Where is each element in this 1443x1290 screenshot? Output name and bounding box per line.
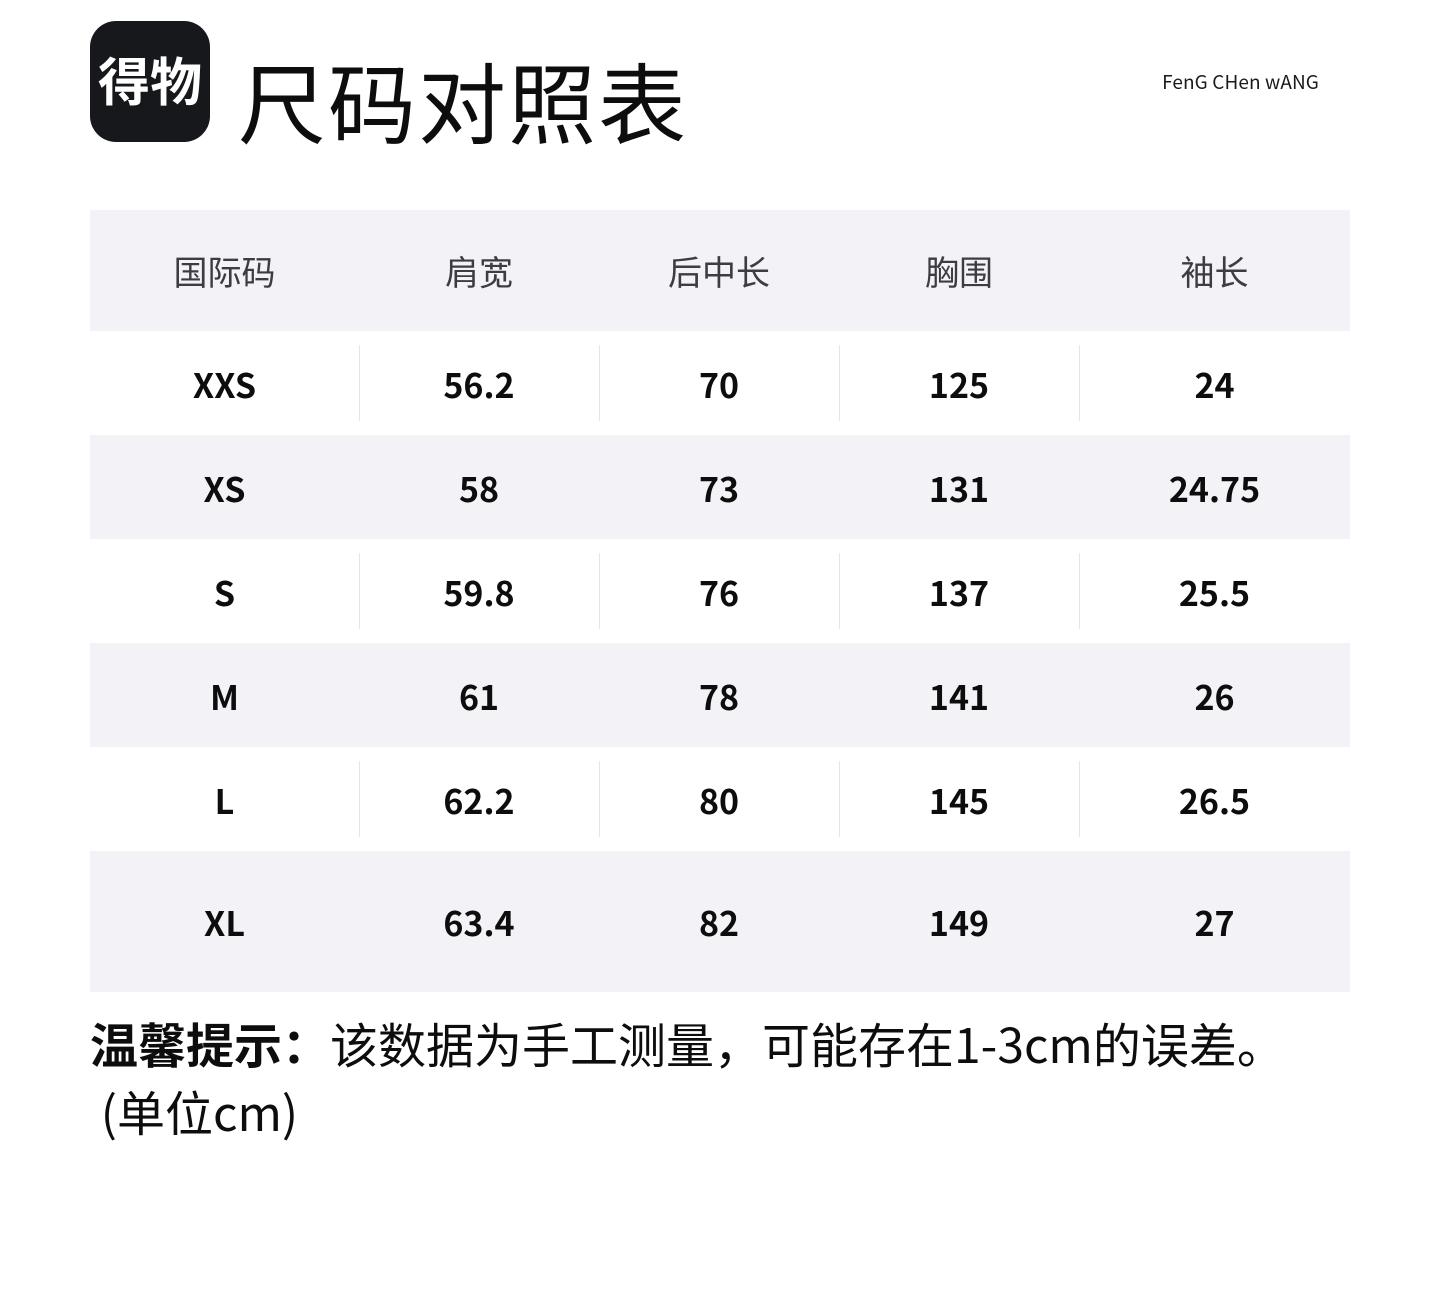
svg-text:得物: 得物 <box>98 41 202 116</box>
